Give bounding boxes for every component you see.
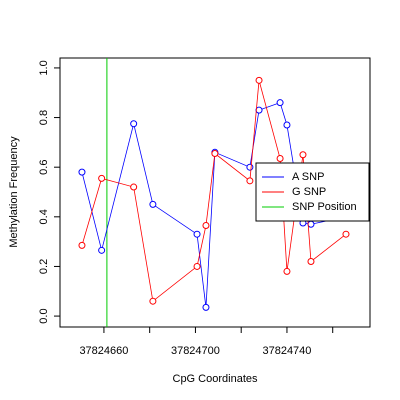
point [130, 183, 138, 191]
y-tick-label: 1.0 [38, 60, 50, 75]
y-axis-label: Methylation Frequency [8, 136, 20, 248]
point [98, 174, 106, 182]
x-tick-label: 37824660 [79, 345, 128, 357]
legend-label: G SNP [292, 186, 326, 198]
x-tick-label: 37824700 [171, 345, 220, 357]
point [211, 150, 219, 158]
point [130, 120, 138, 128]
point [202, 222, 210, 230]
point [276, 99, 284, 107]
point [246, 177, 254, 185]
point [193, 262, 201, 270]
point [276, 155, 284, 163]
point [307, 257, 315, 265]
point [149, 200, 157, 208]
point [283, 121, 291, 129]
point [202, 303, 210, 311]
y-tick-label: 0.2 [38, 259, 50, 274]
point [307, 220, 315, 228]
point [78, 241, 86, 249]
point [342, 230, 350, 238]
point [299, 151, 307, 159]
legend-label: SNP Position [292, 201, 357, 213]
y-tick-label: 0.4 [38, 209, 50, 224]
x-axis-label: CpG Coordinates [173, 373, 258, 385]
plot-frame [59, 57, 371, 328]
point [98, 246, 106, 254]
y-tick-label: 0.0 [38, 308, 50, 323]
y-tick-label: 0.8 [38, 110, 50, 125]
legend-label: A SNP [292, 171, 324, 183]
point [193, 230, 201, 238]
point [255, 76, 263, 84]
y-tick-label: 0.6 [38, 160, 50, 175]
point [283, 267, 291, 275]
point [255, 106, 263, 114]
point [149, 297, 157, 305]
point [246, 163, 254, 171]
x-tick-label: 37824740 [262, 345, 311, 357]
point [78, 168, 86, 176]
